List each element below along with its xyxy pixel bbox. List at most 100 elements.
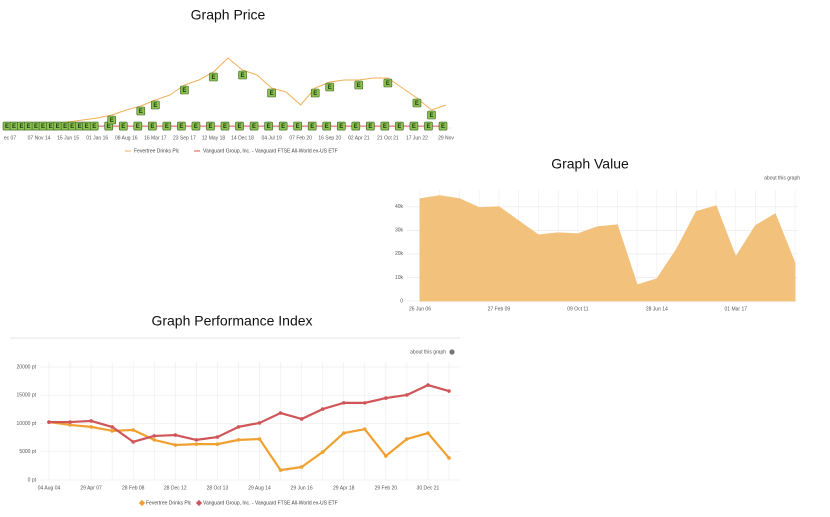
event-flag[interactable]: E	[322, 121, 332, 131]
flag-box	[383, 78, 393, 88]
line	[10, 57, 447, 126]
event-flag[interactable]: E	[267, 88, 276, 98]
event-flag[interactable]: E	[209, 72, 218, 82]
event-flag[interactable]: E	[264, 121, 273, 131]
flag-letter: E	[281, 124, 285, 130]
point	[110, 429, 114, 433]
flag-letter: E	[238, 124, 242, 130]
event-flag[interactable]: E	[67, 121, 77, 131]
flag-box	[336, 121, 346, 131]
event-flag[interactable]: E	[235, 121, 244, 131]
event-flag[interactable]: E	[336, 121, 346, 131]
point	[405, 393, 409, 397]
flag-box	[267, 88, 276, 98]
event-flag[interactable]: E	[136, 106, 146, 116]
event-flag[interactable]: E	[438, 121, 448, 131]
event-flag[interactable]: E	[118, 121, 128, 131]
flag-letter: E	[20, 124, 24, 130]
x-tick-label: 28 Feb 08	[122, 485, 145, 491]
event-flag[interactable]: E	[310, 88, 320, 98]
flag-letter: E	[429, 113, 433, 119]
event-flag[interactable]: E	[82, 121, 91, 131]
event-flag[interactable]: E	[354, 80, 364, 90]
event-flag[interactable]: E	[278, 121, 288, 131]
y-tick-label: 20k	[395, 251, 404, 257]
event-flag[interactable]: E	[395, 121, 404, 131]
flag-box	[395, 121, 404, 131]
flag-box	[238, 70, 247, 80]
legend-label[interactable]: Fevertree Drinks Plc	[146, 500, 192, 506]
event-flag[interactable]: E	[383, 78, 393, 88]
flag-box	[278, 121, 288, 131]
about-link[interactable]: about this graph	[410, 349, 446, 355]
x-tick-label: 29 Feb 20	[375, 485, 398, 491]
point	[47, 420, 51, 424]
event-flag[interactable]: E	[24, 121, 33, 131]
x-tick-label: 29 Nov	[438, 135, 454, 141]
flag-letter: E	[12, 124, 16, 130]
event-flag[interactable]: E	[148, 121, 157, 131]
flag-box	[220, 121, 230, 131]
flag-letter: E	[63, 124, 67, 130]
point	[447, 389, 451, 393]
event-flag[interactable]: E	[180, 85, 189, 95]
flag-letter: E	[70, 124, 74, 130]
point	[194, 438, 199, 442]
point	[384, 396, 388, 400]
event-flag[interactable]: E	[412, 98, 422, 108]
flag-letter: E	[85, 124, 89, 130]
event-flag[interactable]: E	[351, 121, 361, 131]
x-tick-label: 23 Sep 17	[173, 135, 196, 141]
help-icon[interactable]	[449, 349, 455, 355]
flag-letter: E	[121, 124, 125, 130]
event-flag[interactable]: E	[293, 121, 302, 131]
point	[152, 434, 157, 438]
point	[236, 438, 241, 442]
point	[215, 435, 220, 439]
event-flag[interactable]: E	[366, 121, 375, 131]
event-flag[interactable]: E	[89, 121, 99, 131]
event-flag[interactable]: E	[424, 121, 433, 131]
event-flag[interactable]: E	[427, 110, 436, 120]
x-tick-label: 01 Mar 17	[725, 306, 748, 312]
point	[131, 440, 136, 444]
y-tick-label: 20000 pt	[17, 364, 37, 370]
flag-letter: E	[150, 124, 154, 130]
legend-label[interactable]: Vanguard Group, Inc. - Vanguard FTSE All…	[203, 500, 338, 506]
event-flag[interactable]: E	[325, 82, 335, 92]
event-flag[interactable]: E	[9, 121, 19, 131]
flag-letter: E	[386, 81, 390, 87]
event-flag[interactable]: E	[38, 121, 48, 131]
event-flag[interactable]: E	[133, 121, 143, 131]
event-flag[interactable]: E	[31, 121, 41, 131]
about-link[interactable]: about this graph	[764, 175, 800, 181]
event-flag[interactable]: E	[191, 121, 201, 131]
flag-box	[177, 121, 186, 131]
x-tick-label: 28 Jun 14	[646, 306, 668, 312]
event-flag[interactable]: E	[249, 121, 259, 131]
flag-box	[351, 121, 361, 131]
flag-letter: E	[136, 124, 140, 130]
event-flag[interactable]: E	[238, 70, 247, 80]
event-flag[interactable]: E	[151, 100, 160, 110]
event-flag[interactable]: E	[177, 121, 186, 131]
flag-box	[354, 80, 364, 90]
event-flag[interactable]: E	[409, 121, 419, 131]
event-flag[interactable]: E	[53, 121, 62, 131]
x-tick-label: 21 Oct 21	[377, 135, 399, 141]
event-flag[interactable]: E	[307, 121, 317, 131]
event-flag[interactable]: E	[107, 115, 117, 125]
legend-label[interactable]: Fevertree Drinks Plc	[134, 148, 180, 154]
event-flag[interactable]: E	[162, 121, 172, 131]
event-flag[interactable]: E	[206, 121, 215, 131]
x-tick-label: 30 Dec 21	[417, 485, 440, 491]
point	[299, 465, 304, 469]
event-flag[interactable]: E	[220, 121, 230, 131]
legend-label[interactable]: Vanguard Group, Inc. - Vanguard FTSE All…	[203, 148, 338, 154]
point	[257, 421, 262, 425]
flag-box	[424, 121, 433, 131]
flag-box	[264, 121, 273, 131]
flag-letter: E	[194, 124, 198, 130]
point	[362, 427, 367, 431]
event-flag[interactable]: E	[380, 121, 390, 131]
